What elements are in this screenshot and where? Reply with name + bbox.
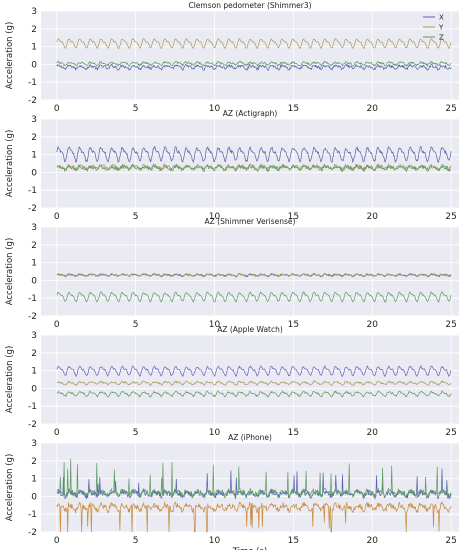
series-line bbox=[56, 145, 452, 163]
chart-title: AZ (Actigraph) bbox=[223, 109, 278, 118]
legend-label: Z bbox=[439, 34, 444, 42]
y-tick-label: 3 bbox=[31, 7, 37, 17]
y-tick-label: -1 bbox=[28, 78, 37, 88]
x-tick-label: 15 bbox=[288, 428, 299, 438]
x-tick-label: 0 bbox=[54, 104, 60, 114]
y-tick-label: 1 bbox=[31, 259, 37, 269]
x-tick-label: 10 bbox=[209, 536, 221, 546]
x-tick-label: 5 bbox=[133, 212, 139, 222]
x-tick-label: 20 bbox=[367, 428, 379, 438]
x-tick-label: 0 bbox=[54, 320, 60, 330]
series-line bbox=[56, 501, 452, 533]
x-tick-label: 10 bbox=[209, 428, 221, 438]
y-tick-label: 0 bbox=[31, 384, 37, 394]
x-tick-label: 5 bbox=[133, 536, 139, 546]
y-tick-label: 0 bbox=[31, 492, 37, 502]
y-tick-label: 1 bbox=[31, 475, 37, 485]
x-tick-label: 25 bbox=[445, 212, 456, 222]
y-tick-label: -1 bbox=[28, 402, 37, 412]
x-tick-label: 25 bbox=[445, 104, 456, 114]
y-tick-label: 3 bbox=[31, 439, 37, 449]
y-tick-label: -1 bbox=[28, 186, 37, 196]
plot-area bbox=[41, 335, 459, 424]
x-tick-label: 10 bbox=[209, 320, 221, 330]
y-tick-label: 2 bbox=[31, 241, 37, 251]
x-tick-label: 10 bbox=[209, 212, 221, 222]
legend-label: X bbox=[439, 14, 444, 22]
series-line bbox=[56, 273, 452, 278]
y-tick-label: 2 bbox=[31, 25, 37, 35]
y-tick-label: 1 bbox=[31, 367, 37, 377]
x-tick-label: 15 bbox=[288, 320, 299, 330]
series-line bbox=[56, 60, 452, 67]
x-tick-label: 5 bbox=[133, 104, 139, 114]
y-tick-label: 3 bbox=[31, 115, 37, 125]
x-tick-label: 0 bbox=[54, 212, 60, 222]
series-line bbox=[56, 365, 452, 377]
chart-title: AZ (Shimmer Verisense) bbox=[205, 217, 296, 226]
x-tick-label: 15 bbox=[288, 536, 299, 546]
y-tick-label: 1 bbox=[31, 151, 37, 161]
y-axis-label: Acceleration (g) bbox=[5, 238, 15, 306]
y-axis-label: Acceleration (g) bbox=[5, 130, 15, 198]
chart-title: Clemson pedometer (Shimmer3) bbox=[188, 1, 311, 10]
plot-area bbox=[41, 119, 459, 208]
y-tick-label: 2 bbox=[31, 457, 37, 467]
series-line bbox=[56, 390, 452, 398]
x-tick-label: 10 bbox=[209, 104, 221, 114]
x-tick-label: 0 bbox=[54, 536, 60, 546]
chart-title: AZ (Apple Watch) bbox=[217, 325, 283, 334]
y-tick-label: -2 bbox=[28, 420, 37, 430]
plot-area bbox=[41, 11, 459, 100]
y-tick-label: -2 bbox=[28, 204, 37, 214]
y-axis-label: Acceleration (g) bbox=[5, 454, 15, 522]
y-tick-label: 3 bbox=[31, 223, 37, 233]
x-tick-label: 20 bbox=[367, 536, 379, 546]
x-tick-label: 20 bbox=[367, 212, 379, 222]
y-tick-label: 0 bbox=[31, 276, 37, 286]
x-tick-label: 0 bbox=[54, 428, 60, 438]
plot-area bbox=[41, 227, 459, 316]
y-tick-label: -2 bbox=[28, 528, 37, 538]
x-tick-label: 25 bbox=[445, 536, 456, 546]
x-tick-label: 25 bbox=[445, 320, 456, 330]
x-tick-label: 15 bbox=[288, 212, 299, 222]
x-tick-label: 20 bbox=[367, 320, 379, 330]
y-tick-label: 2 bbox=[31, 349, 37, 359]
y-tick-label: -1 bbox=[28, 294, 37, 304]
y-tick-label: 3 bbox=[31, 331, 37, 341]
plot-area bbox=[41, 443, 459, 532]
y-tick-label: -2 bbox=[28, 312, 37, 322]
y-tick-label: 1 bbox=[31, 43, 37, 53]
x-tick-label: 20 bbox=[367, 104, 379, 114]
y-tick-label: -1 bbox=[28, 510, 37, 520]
y-axis-label: Acceleration (g) bbox=[5, 346, 15, 414]
x-tick-label: 25 bbox=[445, 428, 456, 438]
x-tick-label: 5 bbox=[133, 320, 139, 330]
series-line bbox=[56, 291, 452, 303]
chart-title: AZ (iPhone) bbox=[228, 433, 272, 442]
series-line bbox=[56, 458, 452, 499]
y-tick-label: -2 bbox=[28, 96, 37, 106]
series-line bbox=[56, 164, 452, 173]
y-tick-label: 0 bbox=[31, 168, 37, 178]
y-tick-label: 0 bbox=[31, 60, 37, 70]
series-line bbox=[56, 38, 452, 49]
series-line bbox=[56, 63, 452, 71]
series-line bbox=[56, 380, 452, 386]
y-axis-label: Acceleration (g) bbox=[5, 22, 15, 90]
x-axis-label: Time (s) bbox=[232, 547, 268, 550]
y-tick-label: 2 bbox=[31, 133, 37, 143]
x-tick-label: 15 bbox=[288, 104, 299, 114]
legend-label: Y bbox=[438, 24, 444, 32]
x-tick-label: 5 bbox=[133, 428, 139, 438]
